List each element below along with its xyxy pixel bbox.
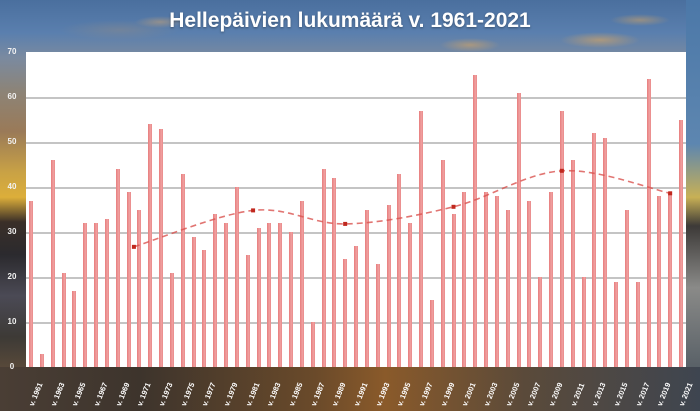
bar-2014 <box>603 137 608 367</box>
bar-1989 <box>332 178 337 367</box>
bar-1969 <box>115 169 120 367</box>
y-tick-label: 40 <box>7 182 17 191</box>
bar-1990 <box>343 259 348 367</box>
bar-1982 <box>256 227 261 367</box>
bar-1979 <box>224 223 228 367</box>
bar-1997 <box>419 110 423 367</box>
y-tick-label: 20 <box>7 272 17 281</box>
bar-1988 <box>321 169 326 367</box>
bar-2000 <box>451 214 456 367</box>
y-tick-label: 10 <box>7 317 17 326</box>
bar-1967 <box>94 223 98 367</box>
y-tick-label: 50 <box>7 137 17 146</box>
bar-2017 <box>635 281 640 367</box>
bar-2002 <box>473 74 478 367</box>
bar-2019 <box>657 196 662 367</box>
bar-1973 <box>159 128 163 367</box>
bar-1978 <box>213 214 218 367</box>
bar-1995 <box>397 173 402 367</box>
bar-1972 <box>148 124 153 367</box>
plot-area <box>26 52 686 367</box>
y-tick-label: 0 <box>9 362 15 371</box>
y-tick-label: 60 <box>7 92 17 101</box>
bar-1965 <box>72 290 77 367</box>
bar-2011 <box>570 160 575 367</box>
bar-1998 <box>429 299 434 367</box>
bar-1992 <box>364 209 369 367</box>
background-edge <box>686 0 700 411</box>
bar-1993 <box>375 263 380 367</box>
bar-2003 <box>484 191 488 367</box>
bar-2005 <box>505 209 510 367</box>
bar-2015 <box>614 281 618 367</box>
bar-1996 <box>408 223 413 367</box>
sky-background <box>0 0 700 52</box>
bar-2009 <box>549 191 553 367</box>
chart-title: Hellepäivien lukumäärä v. 1961-2021 <box>169 9 531 32</box>
ground-background <box>0 367 700 411</box>
bar-2006 <box>516 92 521 367</box>
bar-1976 <box>191 236 196 367</box>
bar-1991 <box>354 245 358 367</box>
bar-1977 <box>202 250 207 367</box>
bar-2004 <box>494 196 499 367</box>
gridline <box>26 142 686 144</box>
bar-2001 <box>462 191 467 367</box>
bar-1987 <box>310 322 315 367</box>
bar-1985 <box>289 232 293 367</box>
bar-1966 <box>83 223 88 367</box>
bar-2010 <box>559 110 564 367</box>
bar-1971 <box>137 209 142 367</box>
bar-1962 <box>39 353 44 367</box>
gridline <box>26 97 686 99</box>
bar-2021 <box>679 119 683 367</box>
y-tick-label: 70 <box>7 47 17 56</box>
bar-1981 <box>245 254 250 367</box>
bar-2007 <box>527 200 532 367</box>
bar-1974 <box>169 272 174 367</box>
bar-1986 <box>299 200 304 367</box>
bar-2013 <box>592 133 597 367</box>
bar-1964 <box>61 272 66 367</box>
bar-1999 <box>440 160 445 367</box>
bar-1963 <box>50 160 55 367</box>
bar-1970 <box>126 191 131 367</box>
gridline <box>26 232 686 234</box>
bar-2020 <box>668 191 673 367</box>
bar-1983 <box>267 223 272 367</box>
bar-2018 <box>646 79 651 367</box>
bar-1961 <box>29 200 33 367</box>
bar-1994 <box>386 205 391 367</box>
bar-2012 <box>581 277 586 367</box>
bar-1980 <box>234 187 239 367</box>
y-tick-label: 30 <box>7 227 17 236</box>
bar-1984 <box>278 223 283 367</box>
bar-2008 <box>538 277 543 367</box>
bar-1968 <box>104 218 109 367</box>
bar-1975 <box>180 173 185 367</box>
gridline <box>26 187 686 189</box>
bar-2016 <box>624 209 629 367</box>
